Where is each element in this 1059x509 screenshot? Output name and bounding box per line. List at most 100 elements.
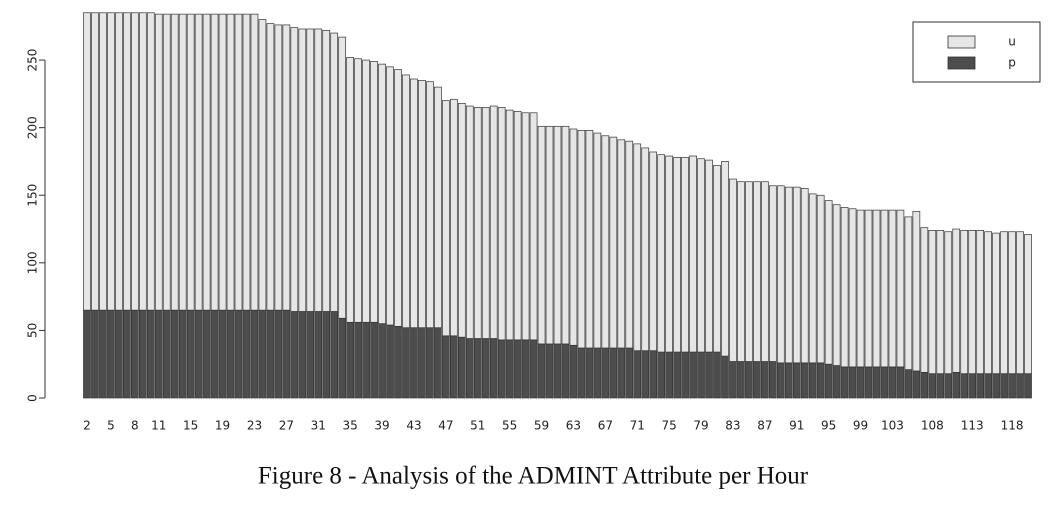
bar-segment [290, 311, 299, 399]
bar-segment [322, 311, 331, 399]
bar-segment [537, 343, 546, 399]
bar-segment [521, 112, 530, 341]
bar-segment [729, 361, 737, 399]
bar-segment [290, 27, 299, 312]
bar-segment [864, 209, 873, 368]
bar-segment [442, 100, 450, 337]
bar-segment [681, 351, 689, 399]
bar-segment [1016, 373, 1024, 399]
bar-segment [298, 311, 307, 399]
bar-segment [633, 350, 642, 399]
bar-segment [242, 309, 251, 399]
bar-segment [784, 362, 793, 399]
bar-segment [968, 373, 977, 399]
x-tick-label: 67 [598, 419, 613, 433]
bar-segment [449, 335, 458, 399]
bar-segment [115, 12, 123, 311]
bar-segment [800, 362, 809, 399]
x-tick-label: 91 [789, 419, 804, 433]
bar-segment [824, 363, 833, 399]
bar-segment [561, 125, 570, 345]
bar-segment [91, 309, 99, 399]
bar-segment [944, 373, 953, 399]
bar-segment [465, 338, 474, 399]
bar-segment [274, 309, 283, 399]
bar-segment [904, 369, 913, 399]
bar-segment [418, 327, 426, 399]
bar-segment [473, 107, 482, 339]
bar-segment [577, 347, 586, 399]
bar-segment [107, 309, 115, 399]
bar-segment [178, 13, 187, 311]
bar-segment [968, 230, 977, 375]
bar-segment [529, 112, 538, 341]
bar-segment [226, 309, 235, 399]
bar-segment [1008, 373, 1016, 399]
bar-segment [673, 157, 681, 353]
bar-segment [442, 335, 450, 399]
bar-segment [1024, 234, 1032, 375]
bar-segment [346, 321, 354, 399]
bar-segment [83, 12, 91, 311]
bar-segment [418, 79, 426, 329]
bar-segment [617, 347, 626, 399]
bar-segment [194, 13, 203, 311]
bar-segment [123, 309, 131, 399]
bar-segment [545, 343, 554, 399]
bar-segment [378, 63, 386, 325]
bar-segment [840, 207, 849, 368]
bar-segment [761, 361, 769, 399]
bar-segment [513, 111, 522, 341]
bar-segment [737, 181, 745, 362]
legend-swatch [947, 56, 976, 70]
x-tick-label: 108 [921, 419, 944, 433]
legend-label: p [1008, 56, 1016, 70]
bar-segment [266, 23, 275, 311]
bar-segment [537, 125, 546, 345]
bar-segment [497, 107, 506, 341]
bar-segment [553, 343, 562, 399]
bar-segment [952, 371, 961, 399]
x-tick-label: 5 [107, 419, 115, 433]
bar-segment [123, 12, 131, 311]
bar-segment [713, 351, 721, 399]
bar-segment [170, 13, 179, 311]
bar-segment [242, 13, 251, 311]
bar-segment [338, 36, 347, 319]
bar-segment [130, 309, 139, 399]
bar-segment [800, 188, 809, 364]
x-tick-label: 95 [821, 419, 836, 433]
bar-segment [824, 200, 833, 365]
bar-segment [250, 13, 259, 311]
bar-segment [768, 185, 777, 362]
bar-segment [577, 130, 586, 349]
bar-segment [170, 309, 179, 399]
bar-segment [561, 343, 570, 399]
bar-segment [505, 339, 514, 399]
bar-segment [99, 309, 107, 399]
bar-segment [186, 309, 195, 399]
y-tick-label: 50 [26, 323, 40, 338]
bar-segment [864, 366, 873, 399]
bar-segment [91, 12, 99, 311]
bar-segment [481, 107, 490, 339]
bar-segment [697, 158, 705, 353]
bar-segment [776, 362, 785, 399]
legend-label: u [1008, 35, 1016, 49]
x-tick-label: 87 [757, 419, 772, 433]
bar-segment [856, 209, 865, 368]
bar-segment [984, 231, 992, 375]
bar-segment [322, 29, 331, 312]
x-tick-label: 75 [662, 419, 677, 433]
bar-segment [489, 105, 498, 339]
bar-segment [457, 102, 466, 338]
bar-segment [753, 181, 761, 362]
bar-segment [130, 12, 139, 311]
bar-segment [657, 154, 666, 353]
bar-segment [314, 311, 323, 399]
bar-segment [354, 321, 362, 399]
bar-segment [354, 58, 362, 323]
bar-segment [920, 227, 929, 373]
bar-segment [402, 327, 410, 399]
